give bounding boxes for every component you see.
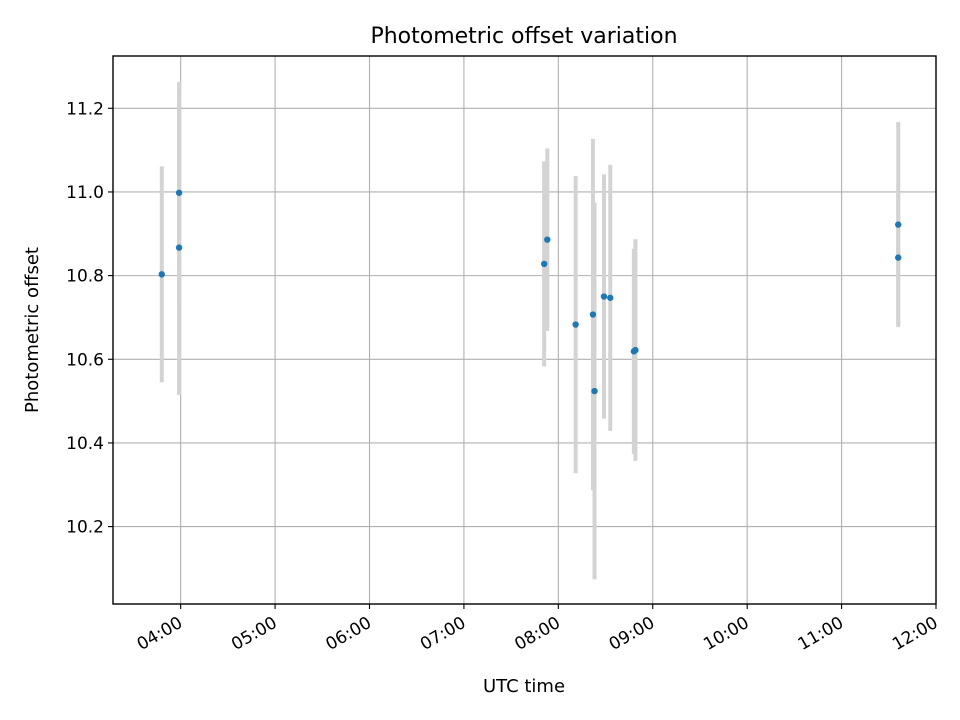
y-tick-label: 10.2 [66, 518, 104, 538]
y-tick-label: 10.8 [66, 267, 104, 287]
chart-title: Photometric offset variation [370, 24, 677, 49]
y-tick-label: 10.4 [66, 434, 104, 454]
y-tick-label: 10.6 [66, 350, 104, 370]
y-tick-label: 11.0 [66, 183, 104, 203]
y-axis-label: Photometric offset [22, 247, 43, 413]
data-point [544, 236, 551, 243]
data-point [540, 260, 548, 268]
data-point [591, 387, 598, 395]
data-point [175, 189, 183, 196]
data-point [632, 346, 639, 354]
x-axis-label: UTC time [483, 676, 565, 697]
data-point [589, 311, 597, 318]
data-point [158, 271, 165, 278]
y-tick-label: 11.2 [66, 99, 104, 119]
data-point [572, 321, 579, 328]
plot-frame [112, 55, 937, 605]
data-points [158, 189, 902, 395]
y-axis: 10.2 10.4 10.6 10.8 11.0 11.2 [66, 99, 113, 538]
data-point [175, 244, 183, 251]
data-point [607, 294, 614, 301]
data-point [895, 221, 902, 228]
data-point [600, 293, 608, 300]
data-point [895, 254, 902, 261]
